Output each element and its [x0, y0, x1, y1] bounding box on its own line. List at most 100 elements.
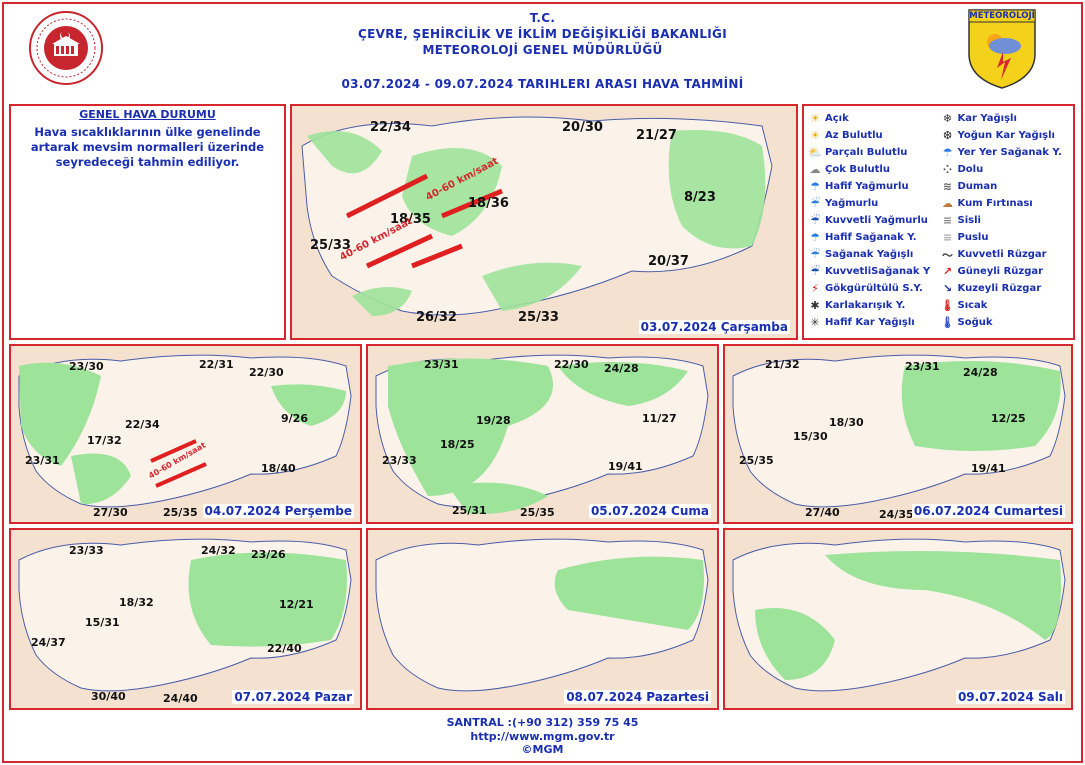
legend-label: KuvvetliSağanak Y: [825, 266, 931, 277]
temp-label: 20/37: [648, 254, 689, 269]
footer-copyright: ©MGM: [521, 743, 564, 756]
legend-label: Açık: [825, 113, 849, 124]
legend-item: ≋ Duman: [941, 178, 1072, 195]
map-day-7: 09.07.2024 Salı: [723, 528, 1073, 710]
footer-url[interactable]: http://www.mgm.gov.tr: [470, 730, 615, 743]
legend-item: ☔ Sağanak Yağışlı: [808, 246, 939, 263]
map-day-3: 23/31 22/30 24/28 19/28 11/27 18/25 23/3…: [366, 344, 719, 524]
snow-icon: ❄: [942, 112, 953, 125]
temp-label: 25/33: [310, 238, 351, 253]
day-label: 03.07.2024 Çarşamba: [638, 320, 790, 334]
map-area: [292, 106, 796, 338]
legend-item: ☀ Açık: [808, 110, 939, 127]
south-wind-icon: ↗: [942, 265, 953, 278]
legend-item: ≡ Sisli: [941, 212, 1072, 229]
legend-item: ☀ Az Bulutlu: [808, 127, 939, 144]
legend-label: Kuzeyli Rüzgar: [957, 283, 1042, 294]
few-clouds-icon: ☀: [810, 129, 820, 142]
legend-item: ☁ Kum Fırtınası: [941, 195, 1072, 212]
map-area: [368, 346, 717, 522]
legend-item: ☂ Yer Yer Sağanak Y.: [941, 144, 1072, 161]
sleet-icon: ✱: [810, 299, 820, 312]
legend-label: Parçalı Bulutlu: [825, 147, 908, 158]
sun-icon: ☀: [810, 112, 820, 125]
temp-label: 18/32: [119, 596, 154, 609]
legend-label: Duman: [957, 181, 998, 192]
legend-label: Hafif Sağanak Y.: [825, 232, 917, 243]
scattered-showers-icon: ☂: [942, 146, 953, 159]
legend-label: Yoğun Kar Yağışlı: [957, 130, 1055, 141]
temp-label: 9/26: [281, 412, 308, 425]
general-weather-panel: GENEL HAVA DURUMU Hava sıcaklıklarının ü…: [9, 104, 286, 340]
temp-label: 24/28: [963, 366, 998, 379]
temp-label: 22/40: [267, 642, 302, 655]
temp-label: 19/41: [608, 460, 643, 473]
temp-label: 30/40: [91, 690, 126, 703]
temp-label: 12/25: [991, 412, 1026, 425]
legend-item: ☔ Yağmurlu: [808, 195, 939, 212]
temp-label: 18/36: [468, 196, 509, 211]
map-area: [725, 346, 1071, 522]
temp-label: 18/40: [261, 462, 296, 475]
legend-item: ☔ Kuvvetli Yağmurlu: [808, 212, 939, 229]
temp-label: 24/35: [879, 508, 914, 521]
legend-item: 🌡 Soğuk: [941, 314, 1072, 331]
cold-icon: 🌡: [940, 316, 955, 329]
meteoroloji-logo: METEOROLOJİ: [967, 8, 1037, 90]
legend-label: Kuvvetli Yağmurlu: [825, 215, 928, 226]
legend-label: Yağmurlu: [825, 198, 879, 209]
general-weather-text: Hava sıcaklıklarının ülke genelinde arta…: [30, 125, 265, 169]
legend-label: Kuvvetli Rüzgar: [957, 249, 1047, 260]
temp-label: 22/31: [199, 358, 234, 371]
legend-item: ☂ Hafif Yağmurlu: [808, 178, 939, 195]
legend-item: ☔ KuvvetliSağanak Y: [808, 263, 939, 280]
temp-label: 20/30: [562, 120, 603, 135]
day-label: 05.07.2024 Cuma: [588, 504, 711, 518]
shower-icon: ☔: [810, 248, 820, 261]
temp-label: 22/30: [554, 358, 589, 371]
temp-label: 11/27: [642, 412, 677, 425]
temp-label: 18/35: [390, 212, 431, 227]
header-directorate: METEOROLOJİ GENEL MÜDÜRLÜĞÜ: [422, 43, 663, 57]
legend-label: Güneyli Rüzgar: [957, 266, 1044, 277]
light-snow-icon: ✳: [810, 316, 820, 329]
map-day-6: 08.07.2024 Pazartesi: [366, 528, 719, 710]
map-area: [11, 346, 360, 522]
legend-label: Karlakarışık Y.: [825, 300, 906, 311]
temp-label: 8/23: [684, 190, 716, 205]
legend-label: Hafif Kar Yağışlı: [825, 317, 915, 328]
day-label: 07.07.2024 Pazar: [232, 690, 354, 704]
legend-label: Çok Bulutlu: [825, 164, 890, 175]
temp-label: 17/32: [87, 434, 122, 447]
legend-label: Puslu: [957, 232, 989, 243]
temp-label: 21/32: [765, 358, 800, 371]
legend-item: ↘ Kuzeyli Rüzgar: [941, 280, 1072, 297]
temp-label: 24/32: [201, 544, 236, 557]
temp-label: 22/34: [370, 120, 411, 135]
day-label: 04.07.2024 Perşembe: [202, 504, 354, 518]
general-weather-title: GENEL HAVA DURUMU: [79, 108, 216, 121]
temp-label: 18/25: [440, 438, 475, 451]
light-shower-icon: ☂: [810, 231, 820, 244]
temp-label: 27/40: [805, 506, 840, 519]
heavy-snow-icon: ❆: [942, 129, 953, 142]
temp-label: 23/26: [251, 548, 286, 561]
temp-label: 23/33: [69, 544, 104, 557]
legend-item: 〜 Kuvvetli Rüzgar: [941, 246, 1072, 263]
temp-label: 25/33: [518, 310, 559, 325]
legend-item: ↗ Güneyli Rüzgar: [941, 263, 1072, 280]
temp-label: 19/28: [476, 414, 511, 427]
legend-label: Gökgürültülü S.Y.: [825, 283, 923, 294]
legend-item: ⛅ Parçalı Bulutlu: [808, 144, 939, 161]
partly-cloudy-icon: ⛅: [808, 146, 822, 159]
map-area: [725, 530, 1071, 708]
smoke-icon: ≋: [942, 180, 953, 193]
legend-item: ≡ Puslu: [941, 229, 1072, 246]
light-rain-icon: ☂: [810, 180, 820, 193]
legend-label: Soğuk: [957, 317, 993, 328]
temp-label: 18/30: [829, 416, 864, 429]
temp-label: 22/30: [249, 366, 284, 379]
map-day-2: 23/30 22/31 22/30 22/34 9/26 17/32 23/31…: [9, 344, 362, 524]
legend-label: Az Bulutlu: [825, 130, 883, 141]
